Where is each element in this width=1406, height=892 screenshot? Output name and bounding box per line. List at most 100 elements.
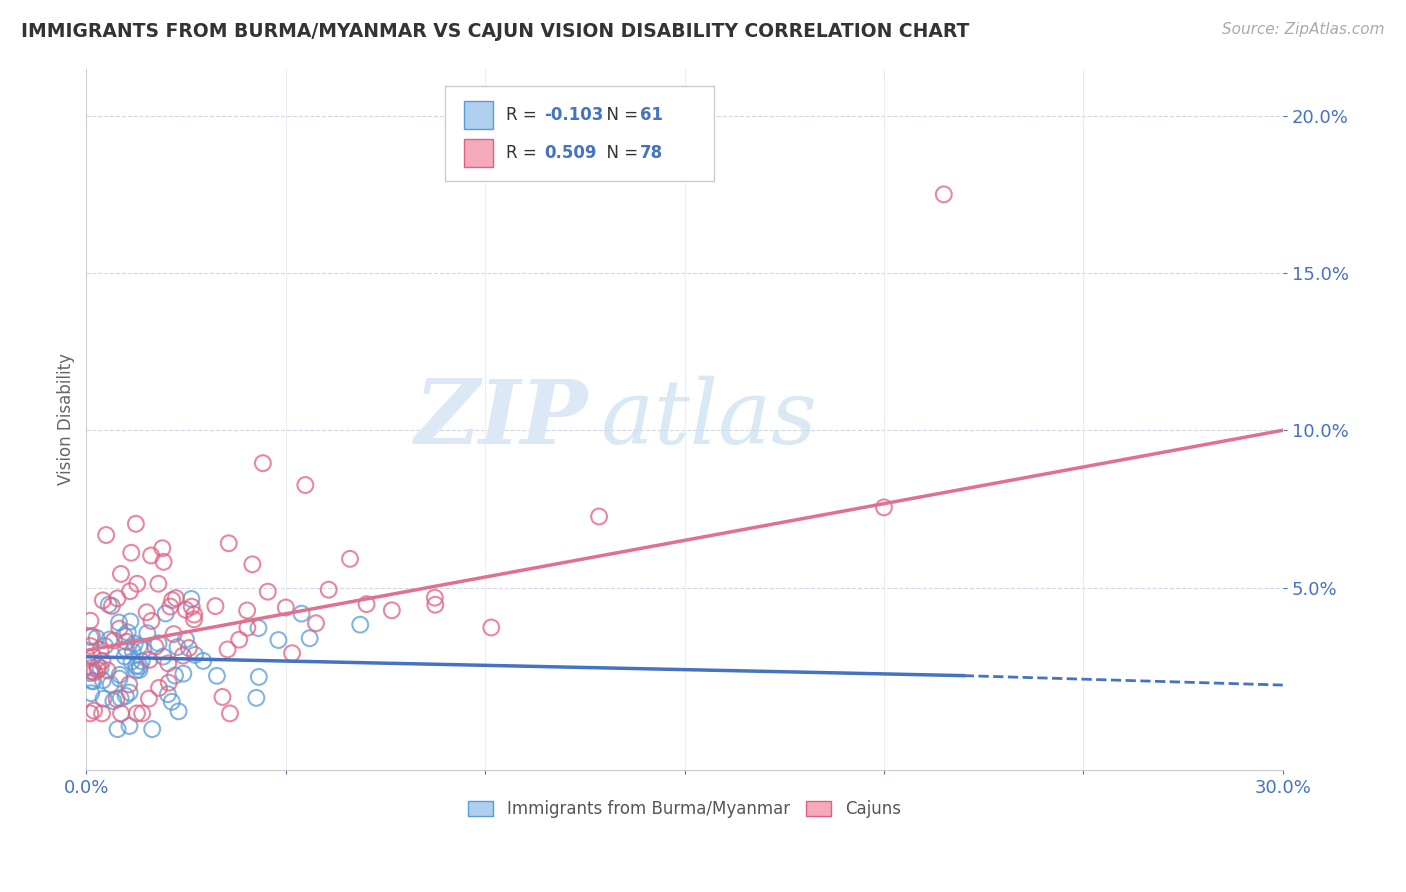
Point xyxy=(80,686,103,700)
Point xyxy=(86,631,108,645)
Point xyxy=(166,640,188,654)
Point xyxy=(141,614,163,628)
Point xyxy=(138,653,160,667)
Point xyxy=(127,576,149,591)
Point xyxy=(274,600,297,615)
Point xyxy=(139,549,162,563)
Point xyxy=(121,655,143,669)
Point xyxy=(120,615,142,629)
Point xyxy=(148,576,170,591)
Text: R =: R = xyxy=(506,106,543,124)
Point xyxy=(80,661,103,675)
Point xyxy=(588,509,610,524)
Point xyxy=(219,706,242,721)
Point xyxy=(80,629,103,643)
Point xyxy=(131,654,153,668)
Text: -0.103: -0.103 xyxy=(544,106,605,124)
Text: atlas: atlas xyxy=(600,376,817,463)
Point xyxy=(83,665,105,680)
Point xyxy=(172,648,194,663)
Point xyxy=(120,546,142,560)
Point xyxy=(183,612,205,626)
Point xyxy=(148,636,170,650)
Point xyxy=(211,690,233,704)
Point xyxy=(145,640,167,654)
Point xyxy=(298,632,321,646)
Point xyxy=(247,621,270,635)
Point xyxy=(108,667,131,681)
Point xyxy=(110,691,132,706)
Point xyxy=(96,528,118,542)
Point xyxy=(98,632,121,647)
Point xyxy=(82,674,104,689)
Text: 0.509: 0.509 xyxy=(544,145,598,162)
Text: R =: R = xyxy=(506,145,543,162)
Point xyxy=(256,584,278,599)
Point xyxy=(117,625,139,640)
Point xyxy=(152,649,174,664)
Point xyxy=(79,706,101,721)
Point xyxy=(115,634,138,648)
Point xyxy=(236,621,259,635)
Point xyxy=(108,622,131,636)
Point xyxy=(82,649,104,664)
Text: IMMIGRANTS FROM BURMA/MYANMAR VS CAJUN VISION DISABILITY CORRELATION CHART: IMMIGRANTS FROM BURMA/MYANMAR VS CAJUN V… xyxy=(21,22,970,41)
Point xyxy=(90,643,112,657)
Point xyxy=(167,704,190,718)
Point xyxy=(128,639,150,653)
Point xyxy=(100,677,122,691)
Point xyxy=(245,690,267,705)
Point xyxy=(79,630,101,644)
Point xyxy=(174,603,197,617)
Point xyxy=(108,672,131,686)
Point xyxy=(247,670,270,684)
Point xyxy=(79,665,101,679)
Point xyxy=(236,603,259,617)
Point xyxy=(135,605,157,619)
Point xyxy=(150,541,173,556)
Point xyxy=(131,706,153,721)
Point xyxy=(205,669,228,683)
Text: 78: 78 xyxy=(640,145,664,162)
Point xyxy=(118,584,141,599)
Point xyxy=(91,654,114,668)
Point xyxy=(318,582,340,597)
Point xyxy=(873,500,896,515)
Point xyxy=(128,659,150,673)
Point xyxy=(110,566,132,581)
Point xyxy=(281,646,304,660)
Text: ZIP: ZIP xyxy=(415,376,589,463)
Point xyxy=(114,629,136,643)
Point xyxy=(141,722,163,736)
Point xyxy=(124,637,146,651)
Point xyxy=(148,681,170,695)
Point xyxy=(184,648,207,662)
Point xyxy=(356,597,378,611)
Point xyxy=(125,659,148,673)
Point xyxy=(93,691,115,706)
Point xyxy=(339,552,361,566)
Point xyxy=(479,620,502,634)
Point xyxy=(91,593,114,607)
Point xyxy=(423,591,446,605)
Point xyxy=(125,664,148,678)
Point xyxy=(94,639,117,653)
Point xyxy=(118,677,141,691)
Point xyxy=(240,558,263,572)
Y-axis label: Vision Disability: Vision Disability xyxy=(58,353,75,485)
Point xyxy=(193,654,215,668)
Legend: Immigrants from Burma/Myanmar, Cajuns: Immigrants from Burma/Myanmar, Cajuns xyxy=(461,794,907,825)
Point xyxy=(305,616,328,631)
Point xyxy=(156,687,179,701)
Point xyxy=(118,685,141,699)
Point xyxy=(204,599,226,613)
Point xyxy=(87,659,110,673)
Point xyxy=(90,661,112,675)
Point xyxy=(86,663,108,677)
FancyBboxPatch shape xyxy=(464,101,494,128)
Point xyxy=(101,599,124,613)
Point xyxy=(138,691,160,706)
Point xyxy=(97,664,120,678)
Point xyxy=(425,598,447,612)
FancyBboxPatch shape xyxy=(464,139,494,168)
